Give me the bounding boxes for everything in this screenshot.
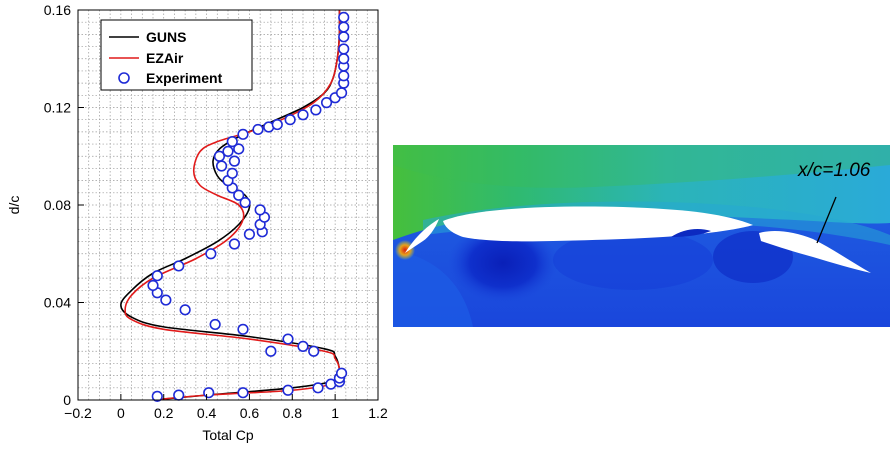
experiment-point	[179, 304, 191, 316]
experiment-point	[243, 228, 256, 240]
y-tick-labels: 0 0.04 0.08 0.12 0.16	[44, 2, 84, 408]
experiment-point	[209, 318, 221, 331]
experiment-point	[239, 196, 251, 209]
experiment-point	[203, 387, 215, 399]
experiment-point	[312, 382, 324, 394]
legend: GUNS EZAir Experiment	[100, 19, 253, 91]
legend-label-experiment: Experiment	[146, 70, 223, 86]
experiment-point	[252, 123, 264, 136]
station-line	[816, 196, 837, 244]
experiment-point	[338, 43, 350, 55]
y-tick-label: 0.12	[44, 100, 71, 116]
experiment-point	[284, 114, 296, 126]
experiment-point	[320, 97, 333, 109]
experiment-point	[338, 21, 350, 33]
experiment-point	[226, 167, 238, 179]
cp-profile-chart: −0.2 0 0.2 0.4 0.6 0.8 1 1.2 00.040.080.120.16 …	[6, 2, 388, 443]
x-tick-label: 0.4	[197, 405, 217, 421]
experiment-point	[222, 145, 234, 157]
experiment-point	[233, 189, 245, 201]
legend-swatch-experiment	[118, 72, 130, 84]
experiment-point	[338, 31, 350, 43]
experiment-markers	[147, 11, 350, 402]
y-tick-label: 0.04	[44, 295, 71, 311]
experiment-point	[338, 70, 350, 82]
experiment-point	[151, 390, 163, 402]
experiment-point	[226, 136, 238, 148]
experiment-point	[173, 389, 185, 401]
experiment-point	[338, 11, 350, 23]
experiment-point	[215, 160, 228, 172]
pressure-contour-plot: x/c=1.06	[393, 145, 890, 327]
x-tick-label: 0.6	[240, 405, 260, 421]
experiment-point	[271, 118, 283, 131]
legend-label-ezair: EZAir	[146, 50, 184, 66]
experiment-point	[173, 260, 185, 272]
station-annotation: x/c=1.06	[797, 160, 871, 181]
experiment-point	[151, 270, 163, 282]
x-axis-label: Total Cp	[202, 427, 254, 443]
slat	[405, 219, 439, 253]
experiment-point	[335, 87, 348, 99]
experiment-point	[205, 248, 217, 260]
y-axis-label: d/c	[6, 196, 22, 215]
legend-label-guns: GUNS	[146, 29, 186, 45]
x-tick-label: 0	[117, 405, 125, 421]
y-tick-label: 0	[63, 392, 71, 408]
experiment-point	[297, 340, 309, 352]
experiment-point	[282, 384, 294, 396]
x-tick-label: 1.2	[368, 405, 388, 421]
experiment-point	[213, 150, 226, 162]
x-tick-labels: −0.2 0 0.2 0.4 0.6 0.8 1 1.2	[64, 394, 388, 421]
x-tick-label: 0.8	[283, 405, 303, 421]
experiment-point	[310, 104, 322, 116]
experiment-point	[160, 294, 172, 306]
experiment-point	[308, 345, 320, 357]
experiment-point	[297, 109, 309, 121]
experiment-point	[338, 53, 350, 65]
experiment-point	[254, 204, 266, 216]
experiment-point	[282, 333, 294, 345]
experiment-point	[147, 279, 159, 292]
x-tick-label: −0.2	[64, 405, 92, 421]
flap	[759, 231, 871, 273]
experiment-point	[237, 323, 249, 335]
experiment-point	[335, 367, 348, 379]
experiment-point	[237, 128, 249, 140]
contour-image: x/c=1.06	[393, 145, 890, 327]
y-tick-label: 0.16	[44, 2, 71, 18]
y-tick-label: 0.08	[44, 197, 71, 213]
experiment-point	[237, 387, 249, 399]
experiment-point	[228, 155, 241, 167]
series-line-guns	[120, 10, 342, 400]
experiment-point	[265, 345, 277, 357]
experiment-point	[233, 143, 245, 155]
experiment-point	[228, 238, 241, 250]
main-element	[443, 206, 753, 242]
x-tick-label: 1	[331, 405, 339, 421]
x-tick-label: 0.2	[154, 405, 174, 421]
